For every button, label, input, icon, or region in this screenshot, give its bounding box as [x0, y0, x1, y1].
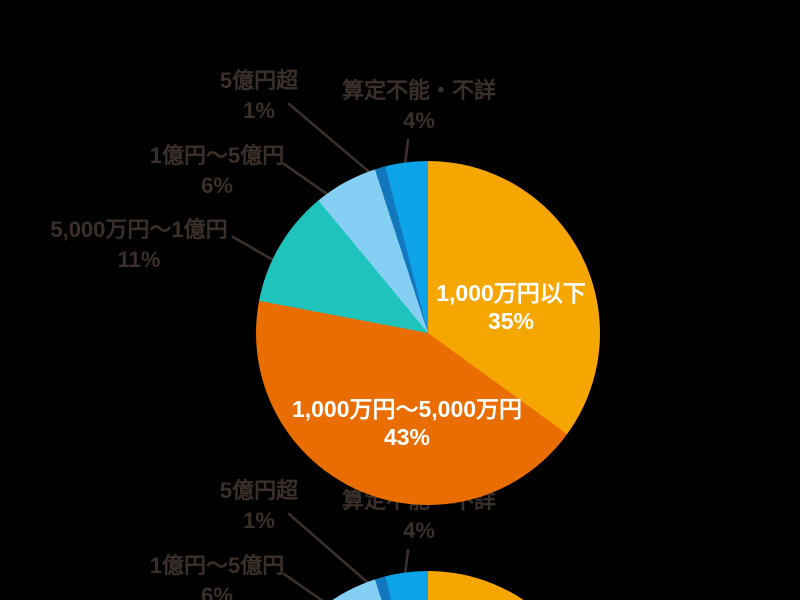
- slice-category: 1,000万円〜5,000万円: [291, 396, 523, 422]
- slice-percent: 35%: [487, 308, 535, 334]
- callout-percent: 6%: [201, 583, 233, 600]
- slice-label-under-10m: 1,000万円以下 35%: [436, 279, 586, 335]
- slice-category: 1,000万円以下: [436, 280, 586, 306]
- callout-category: 5,000万円〜1億円: [50, 217, 228, 242]
- callout-label-unknown: 算定不能・不詳 4%: [342, 76, 496, 136]
- callout-percent: 6%: [201, 173, 233, 198]
- slice-label-10m-50m: 1,000万円〜5,000万円 43%: [292, 395, 522, 451]
- callout-category: 算定不能・不詳: [341, 78, 497, 103]
- callout-category: 1億円〜5億円: [149, 553, 285, 578]
- callout-percent: 11%: [117, 247, 161, 272]
- callout-label-100m-500m: 1億円〜5億円 6%: [150, 551, 284, 600]
- callout-percent: 1%: [243, 98, 275, 123]
- callout-category: 5億円超: [219, 68, 299, 93]
- callout-percent: 4%: [403, 108, 435, 133]
- callout-category: 1億円〜5億円: [149, 143, 285, 168]
- callout-percent: 1%: [243, 508, 275, 533]
- pie: [256, 161, 600, 505]
- callout-label-100m-500m: 1億円〜5億円 6%: [150, 141, 284, 201]
- callout-category: 5億円超: [219, 478, 299, 503]
- pie-chart-2: 5億円超 1% 算定不能・不詳 4% 1億円〜5億円 6%: [0, 410, 800, 600]
- callout-label-50m-100m: 5,000万円〜1億円 11%: [50, 215, 227, 275]
- callout-label-over-500m: 5億円超 1%: [220, 66, 298, 126]
- callout-percent: 4%: [403, 518, 435, 543]
- callout-label-over-500m: 5億円超 1%: [220, 476, 298, 536]
- slice-percent: 43%: [383, 424, 431, 450]
